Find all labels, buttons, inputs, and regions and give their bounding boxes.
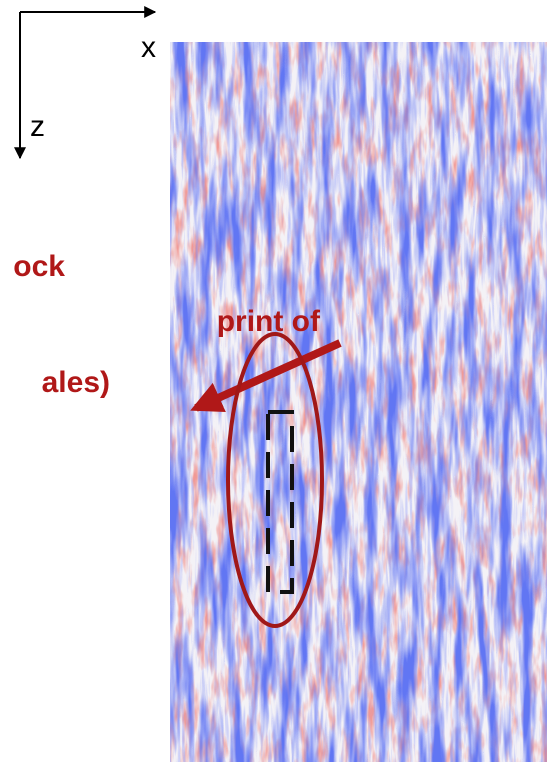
annotation: ock print of ales) — [13, 250, 342, 628]
highlight-ellipse — [226, 332, 324, 628]
annotation-arrow — [190, 339, 342, 413]
annotation-line: ock — [13, 250, 65, 283]
block-outline — [266, 410, 294, 594]
blue-texture — [170, 42, 547, 762]
annotation-line: ales) — [42, 366, 110, 399]
annotation-line: print of — [217, 305, 321, 338]
axes: x z — [14, 6, 157, 160]
z-axis-label: z — [30, 110, 45, 143]
seismic-image — [170, 42, 547, 762]
x-axis-label: x — [141, 31, 156, 64]
